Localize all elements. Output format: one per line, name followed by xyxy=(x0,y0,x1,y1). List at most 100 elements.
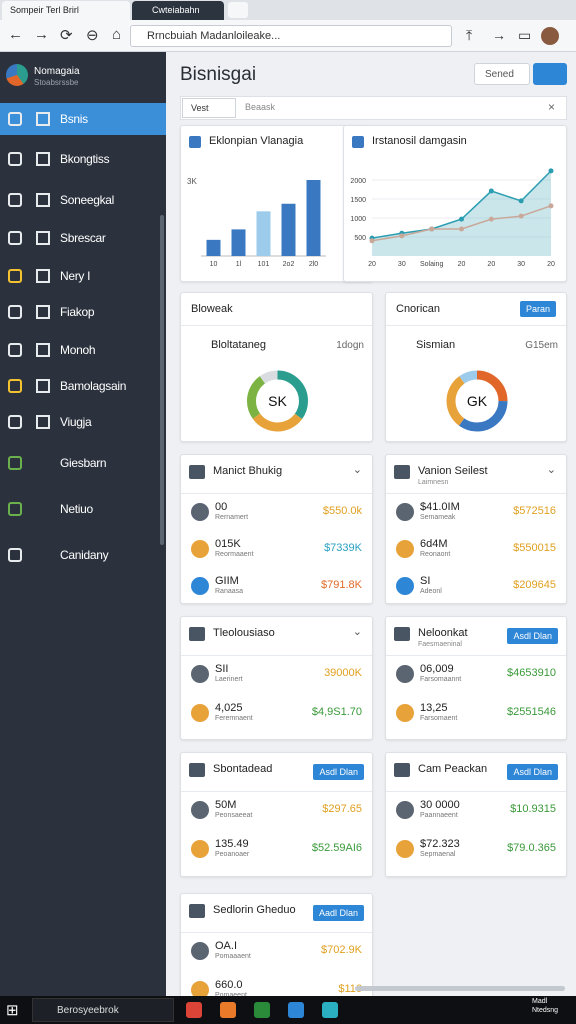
nav-item[interactable]: Giesbarn xyxy=(60,456,107,470)
nav-icon xyxy=(8,456,22,470)
card-button[interactable]: Paran xyxy=(519,301,556,317)
taskbar-app[interactable] xyxy=(288,1002,304,1018)
expand-icon[interactable]: ⌄ xyxy=(352,464,362,476)
row-sub: Rernamert xyxy=(215,514,249,521)
nav-item[interactable]: Canidany xyxy=(60,548,109,562)
nav-item[interactable]: Viugja xyxy=(60,415,92,429)
x-tick-label: 2l0 xyxy=(309,261,318,268)
nav-button[interactable]: → xyxy=(34,26,49,43)
toolbar-button[interactable]: ⤒ xyxy=(466,27,473,43)
point xyxy=(429,226,435,232)
area xyxy=(372,170,551,256)
menu-button[interactable] xyxy=(533,63,567,85)
tab[interactable]: Sompeir Terl Brirl xyxy=(2,1,130,20)
point xyxy=(399,233,405,239)
nav-item[interactable]: Fiakop xyxy=(60,305,95,319)
row-value: $791.8K xyxy=(321,579,362,591)
row-sub: Farsomaent xyxy=(420,715,458,722)
search-box[interactable]: Sened xyxy=(474,63,530,85)
new-tab[interactable] xyxy=(228,2,248,18)
nav-item[interactable]: Bamolagsain xyxy=(60,379,127,393)
row-main: 06,009 xyxy=(420,663,454,675)
row-main: 50M xyxy=(215,799,237,811)
nav-button[interactable]: ⟳ xyxy=(60,27,73,44)
nav-item[interactable]: Soneegkal xyxy=(60,193,115,207)
nav-icon xyxy=(8,379,22,393)
sidebar xyxy=(0,52,166,996)
row-value: $550.0k xyxy=(322,505,362,517)
toolbar-button[interactable]: → xyxy=(492,27,506,43)
row-icon xyxy=(191,942,209,960)
nav-item[interactable]: Monoh xyxy=(60,343,96,357)
nav-icon xyxy=(8,305,22,319)
y-tick-label: 2000 xyxy=(350,178,366,185)
expand-icon[interactable]: ⌄ xyxy=(546,464,556,476)
taskbar-app[interactable] xyxy=(220,1002,236,1018)
nav-button[interactable]: ← xyxy=(8,26,23,43)
row-icon xyxy=(191,840,209,858)
address-bar[interactable]: Rrncbuiah Madanloileake... xyxy=(130,25,452,47)
nav-item[interactable]: Bsnis xyxy=(60,112,88,126)
toolbar-button[interactable]: ▭ xyxy=(518,27,532,43)
nav-item[interactable]: Sbrescar xyxy=(60,231,106,245)
card-button[interactable]: Asdl Dlan xyxy=(507,628,558,644)
divider xyxy=(386,791,566,792)
tab[interactable]: Cwteiabahn xyxy=(132,1,224,20)
taskbar-app[interactable] xyxy=(322,1002,338,1018)
chart-title: Eklonpian Vlanagia xyxy=(209,135,304,147)
scrollbar xyxy=(160,215,164,545)
bar xyxy=(306,180,321,256)
nav-item[interactable]: Bkongtiss xyxy=(60,152,110,166)
nav-icon xyxy=(36,343,50,357)
nav-item[interactable]: Netiuo xyxy=(60,502,93,516)
row-main: 4,025 xyxy=(215,702,243,714)
point xyxy=(518,213,524,219)
divider xyxy=(386,325,566,326)
row-sub: Feremnaent xyxy=(215,715,253,722)
row-icon xyxy=(396,577,414,595)
brand-logo xyxy=(6,64,28,86)
row-value: $550015 xyxy=(513,542,556,554)
chart: 3K 10 1l 101 2o2 2l0 xyxy=(187,177,326,268)
filter-tab[interactable]: Vest xyxy=(182,98,236,118)
donut-segment xyxy=(446,370,508,432)
nav-button[interactable]: ⌂ xyxy=(112,26,122,43)
divider xyxy=(181,325,372,326)
row-sub: Farsomaannt xyxy=(420,676,462,683)
card-title: Cam Peackan xyxy=(418,763,488,775)
card-button[interactable]: Aadl Dlan xyxy=(312,905,364,921)
x-tick-label: 101 xyxy=(258,261,270,268)
filter-close[interactable]: × xyxy=(548,100,556,114)
donut-segment xyxy=(247,370,308,432)
h-scrollbar xyxy=(355,986,565,991)
chart: SK xyxy=(247,370,308,432)
row-value: 39000K xyxy=(324,667,362,679)
card-subtitle: Faesmaeninal xyxy=(418,641,462,648)
card-button[interactable]: Asdl Dlan xyxy=(507,764,558,780)
taskbar-search[interactable]: Berosyeebrok xyxy=(32,998,174,1022)
taskbar-app[interactable] xyxy=(254,1002,270,1018)
nav-icon xyxy=(36,269,50,283)
row-value: $2551546 xyxy=(507,706,556,718)
nav-button[interactable]: ⊖ xyxy=(86,27,99,44)
x-tick-label: 20 xyxy=(368,261,376,268)
brand-subtitle: Stoabsrssbe xyxy=(34,78,79,87)
card-subtitle: Sismian xyxy=(416,339,456,351)
row-sub: Reormaaent xyxy=(215,551,254,558)
expand-icon[interactable]: ⌄ xyxy=(352,626,362,638)
row-sub: Pomaaaent xyxy=(215,953,251,960)
row-value: $79.0.365 xyxy=(507,842,556,854)
card-title: Neloonkat xyxy=(418,627,468,639)
row-value: $702.9K xyxy=(321,944,362,956)
card-button[interactable]: Asdl Dlan xyxy=(313,764,364,780)
nav-item[interactable]: Nery I xyxy=(60,269,91,283)
taskbar-app[interactable] xyxy=(186,1002,202,1018)
nav-icon xyxy=(8,343,22,357)
avatar[interactable] xyxy=(541,27,559,45)
start-button[interactable]: ⊞ xyxy=(6,1002,19,1019)
donut-card: Cnorican Paran Sismian G15em GK xyxy=(385,292,567,442)
nav-icon xyxy=(8,112,22,126)
row-icon xyxy=(396,540,414,558)
bar xyxy=(256,211,271,256)
list-card: Sedlorin Gheduo Aadl Dlan OA.I Pomaaaent $70… xyxy=(180,893,373,1003)
